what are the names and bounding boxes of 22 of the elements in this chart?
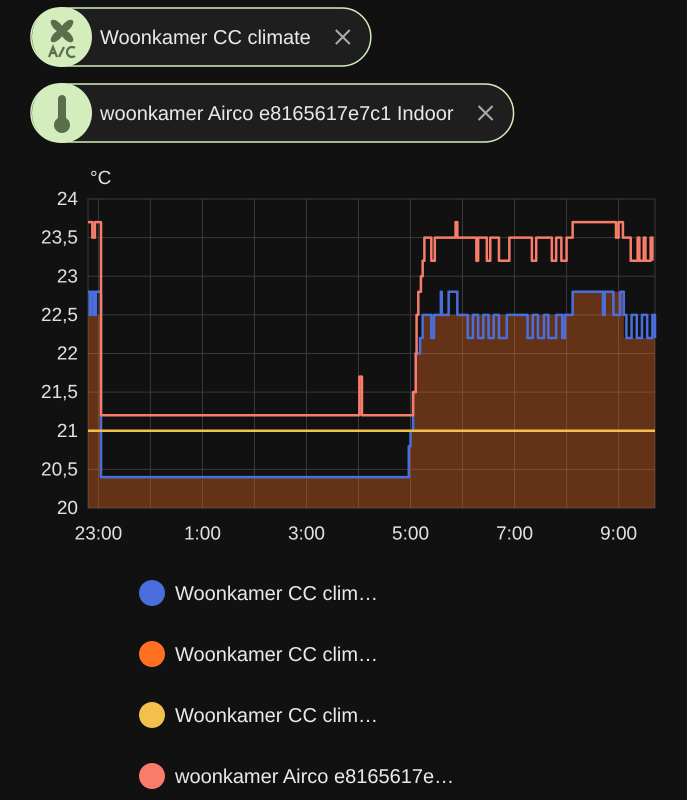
x-tick-label: 23:00 bbox=[74, 523, 122, 544]
text: Woonkamer CC climate bbox=[100, 27, 311, 49]
y-tick-label: 21,5 bbox=[41, 382, 78, 404]
y-tick-label: 21 bbox=[56, 420, 78, 442]
x-tick-label: 5:00 bbox=[392, 523, 430, 544]
x-tick-label: 9:00 bbox=[600, 523, 638, 544]
y-axis-title: °C bbox=[90, 168, 112, 189]
y-tick-label: 20,5 bbox=[41, 459, 78, 480]
y-tick-label: 22 bbox=[56, 344, 78, 365]
x-tick-label: 3:00 bbox=[288, 523, 325, 544]
y-tick-label: 24 bbox=[56, 189, 78, 210]
legend-label: woonkamer Airco e8165617e… bbox=[174, 766, 454, 788]
legend-label: Woonkamer CC clim… bbox=[175, 583, 378, 605]
y-tick-label: 20 bbox=[56, 498, 78, 520]
legend-label: Woonkamer CC clim… bbox=[175, 705, 378, 727]
y-tick-label: 23,5 bbox=[41, 228, 78, 249]
x-tick-label: 7:00 bbox=[496, 523, 534, 544]
y-tick-label: 23 bbox=[56, 266, 78, 288]
legend-label: Woonkamer CC clim… bbox=[175, 644, 378, 666]
x-tick-label: 1:00 bbox=[184, 523, 221, 544]
y-tick-label: 22,5 bbox=[41, 304, 78, 326]
text: woonkamer Airco e8165617e7c1 Indoor bbox=[99, 103, 454, 125]
